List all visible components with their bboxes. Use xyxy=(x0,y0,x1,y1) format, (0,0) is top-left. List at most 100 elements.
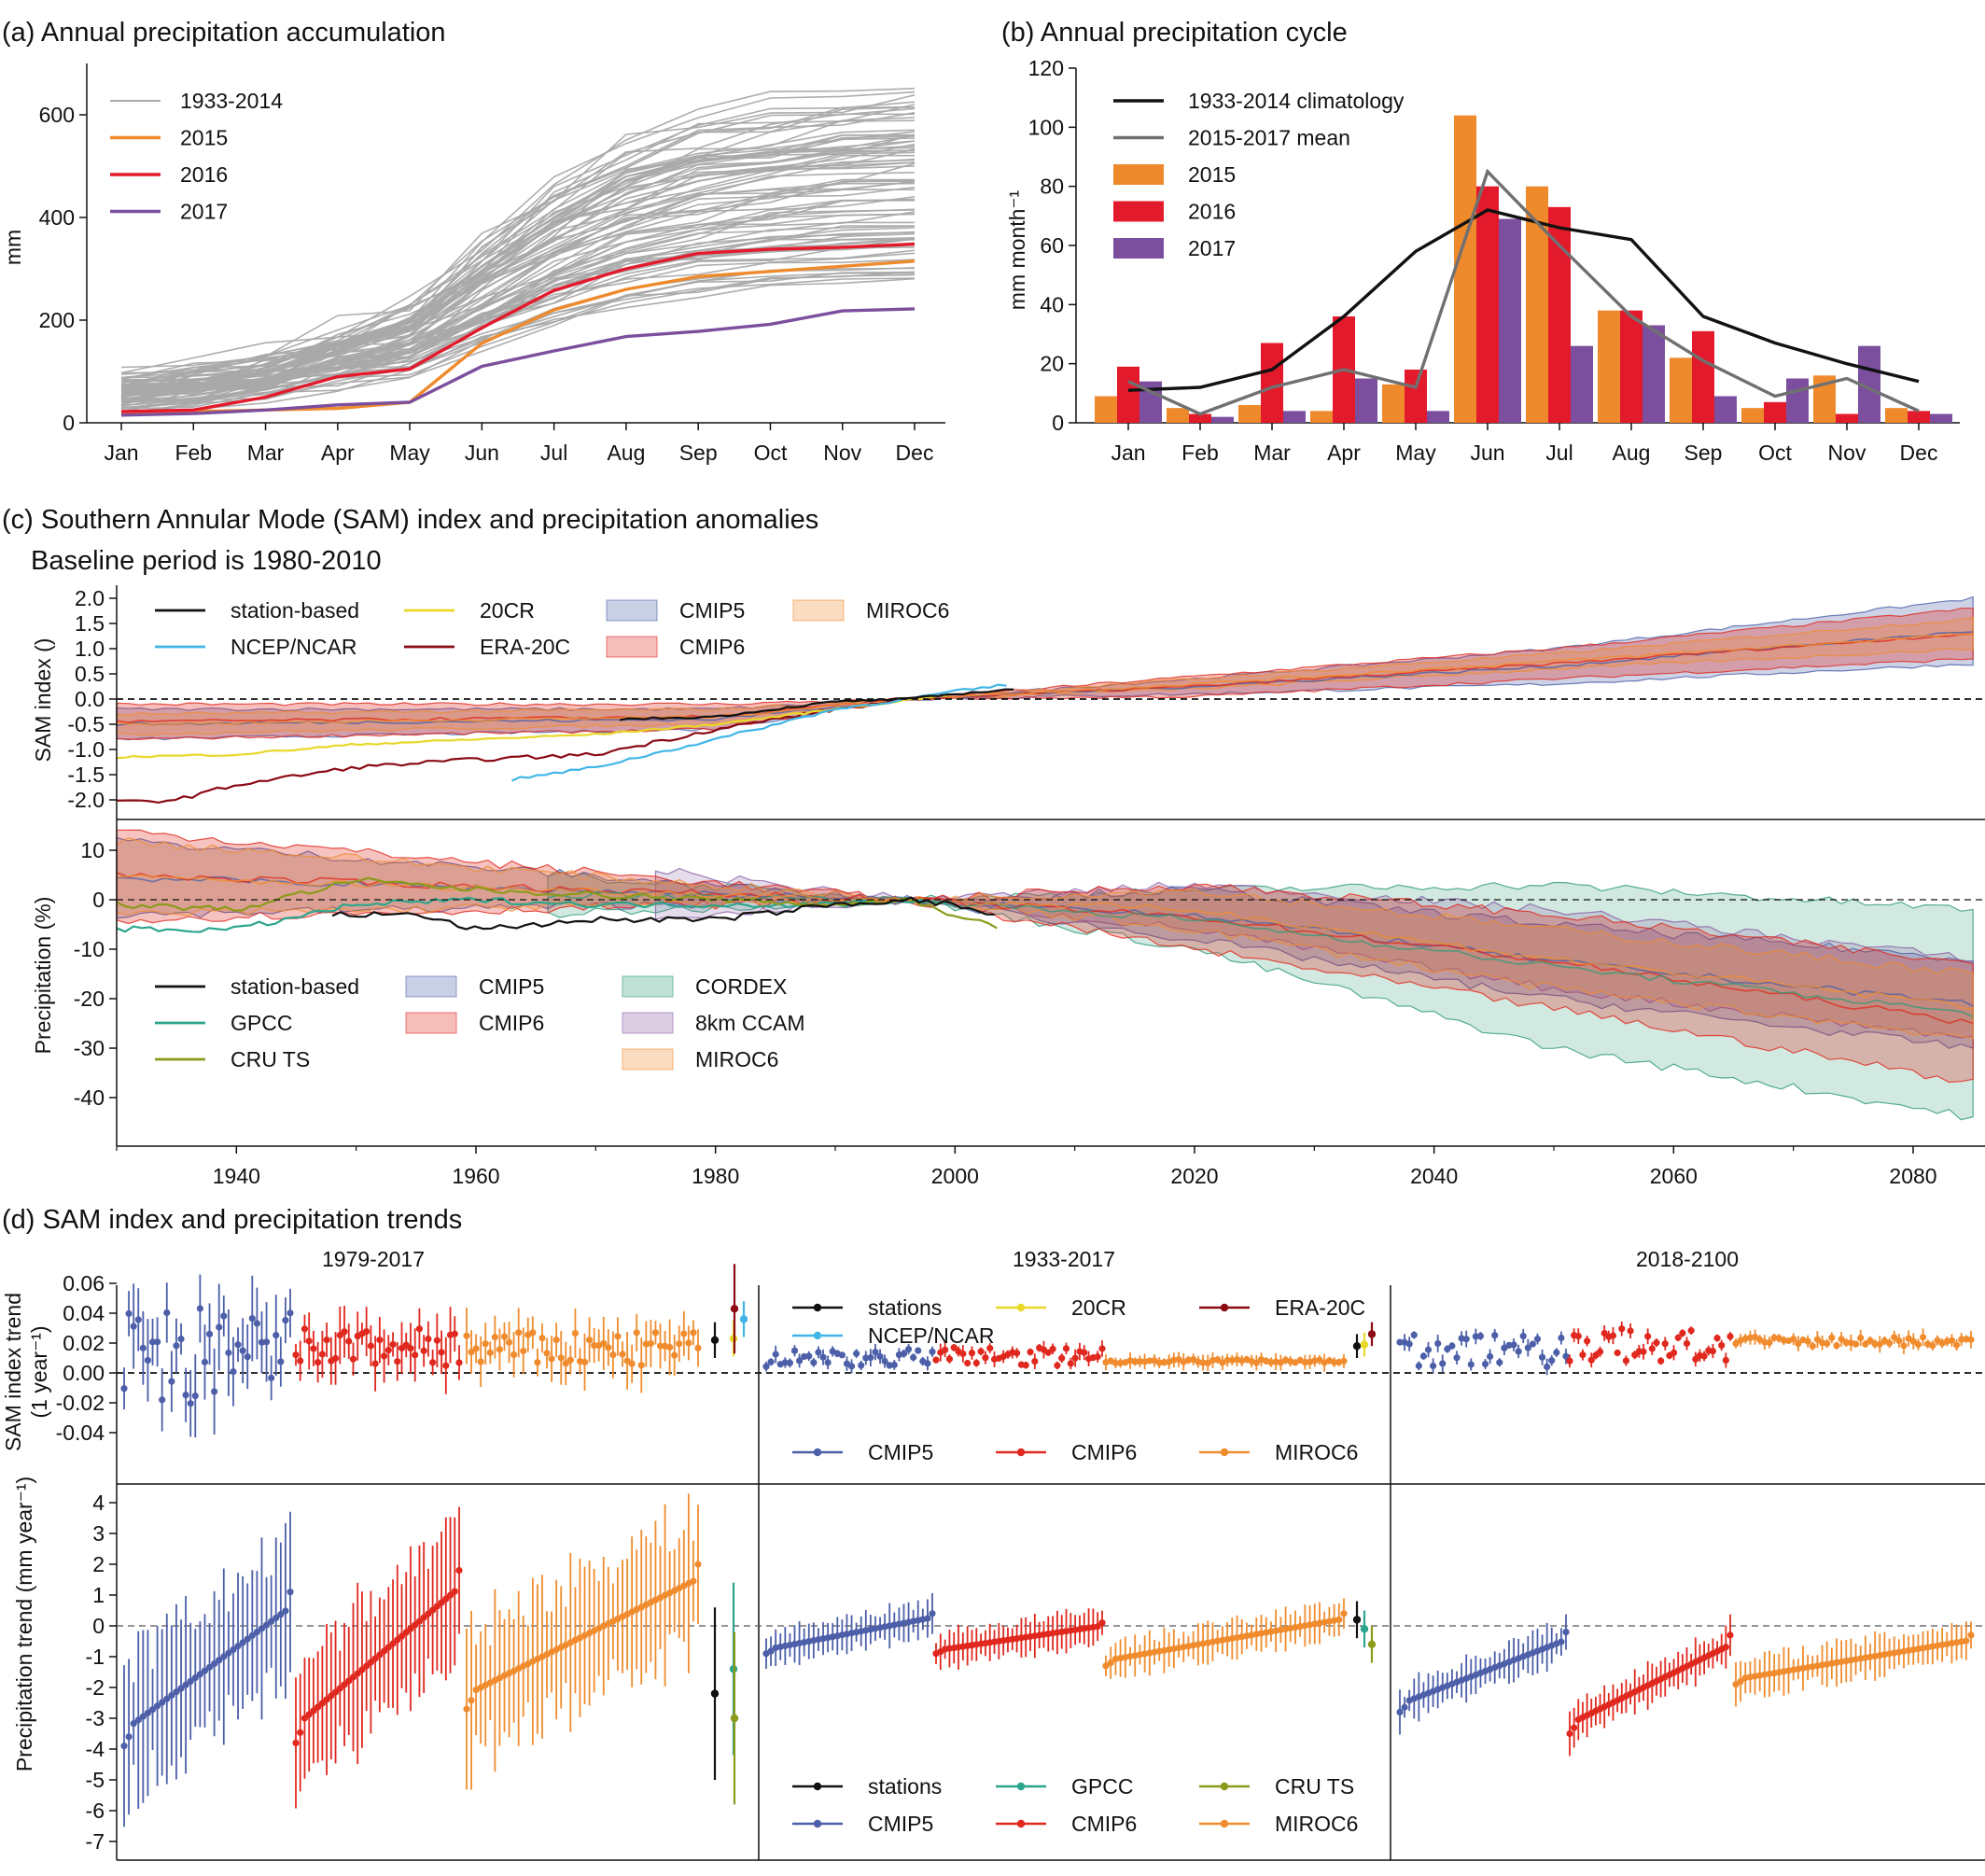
precip-trend-ytick-label: 3 xyxy=(92,1521,105,1546)
precip-trend-ytick-label: 4 xyxy=(92,1491,105,1515)
sam-trend-point-MIROC6 xyxy=(491,1334,498,1341)
precip-trend-point-CMIP5 xyxy=(929,1610,936,1617)
sam-trend-point-MIROC6 xyxy=(628,1360,636,1367)
panel-b-xtick-label: Oct xyxy=(1758,441,1792,465)
sam-trend-point-CMIP6 xyxy=(1713,1335,1721,1342)
precip-trend-point-CMIP6 xyxy=(345,1677,353,1685)
sam-trend-point-MIROC6 xyxy=(1160,1358,1168,1366)
sam-trend-point-CMIP5 xyxy=(1524,1344,1531,1351)
sam-legend-label: NCEP/NCAR xyxy=(231,635,356,659)
sam-trend-point-CMIP5 xyxy=(1533,1336,1542,1343)
precip-trend-point-CMIP6 xyxy=(402,1629,410,1636)
panel-c-xtick-label: 1980 xyxy=(692,1164,739,1188)
bar-2017-Apr xyxy=(1355,378,1377,423)
panel-c-xtick-label: 2040 xyxy=(1410,1164,1458,1188)
precip-trend-point-CMIP5 xyxy=(767,1647,775,1655)
sam-trend-point-MIROC6 xyxy=(529,1329,537,1337)
panel-b-ytick-label: 80 xyxy=(1040,175,1064,199)
sam-trend-point-CMIP6 xyxy=(1027,1348,1034,1356)
sam-trend-point-CMIP5 xyxy=(201,1358,209,1365)
legend-label: 2015 xyxy=(1188,162,1236,187)
sam-ytick-label: -1.5 xyxy=(67,763,105,787)
precip-trend-ytick-label: -6 xyxy=(86,1799,105,1823)
sam-trend-point-CMIP5 xyxy=(234,1341,242,1349)
sam-trend-point-MIROC6 xyxy=(566,1356,574,1364)
sam-trend-point-MIROC6 xyxy=(505,1338,513,1346)
sam-trend-point-MIROC6 xyxy=(671,1351,678,1359)
series-1933-2014-line xyxy=(120,179,916,397)
precip-trend-ytick-label: -7 xyxy=(86,1829,105,1854)
sam-trend-point-MIROC6 xyxy=(1111,1359,1120,1366)
sam-trend-point-CMIP6 xyxy=(1640,1348,1647,1355)
precip-trend-point-CMIP6 xyxy=(394,1636,401,1644)
bar-2017-Mar xyxy=(1283,411,1306,423)
sam-trend-point-CMIP6 xyxy=(389,1340,397,1349)
legend-label: 1933-2014 xyxy=(180,89,283,113)
sam-trend-point-CMIP6 xyxy=(305,1337,313,1345)
sam-trend-ytick-label: -0.04 xyxy=(56,1421,105,1445)
precip-trend-ytick-label: 2 xyxy=(92,1552,105,1576)
precip-trend-point-CMIP6 xyxy=(425,1610,432,1617)
sam-trend-point-CMIP6 xyxy=(977,1348,985,1355)
precip-legend-label: CORDEX xyxy=(695,974,787,999)
sam-trend-point-CMIP5 xyxy=(824,1359,832,1366)
sam-trend-point-CMIP6 xyxy=(442,1362,450,1369)
legend-label: 2016 xyxy=(180,162,228,187)
sam-trend-legend-label: ERA-20C xyxy=(1275,1295,1365,1320)
sam-ytick-label: 0.0 xyxy=(75,687,105,711)
sam-trend-point-MIROC6 xyxy=(543,1350,551,1357)
precip-trend-point-MIROC6 xyxy=(468,1697,475,1704)
precip-trend-point-CMIP6 xyxy=(380,1647,388,1655)
sam-trend-point-CMIP5 xyxy=(867,1354,874,1362)
precip-trend-legend-marker xyxy=(1220,1819,1229,1828)
sam-trend-point-stations xyxy=(1352,1342,1362,1351)
precip-trend-point-CMIP5 xyxy=(130,1720,137,1728)
sam-trend-point-CMIP5 xyxy=(187,1400,194,1407)
sam-trend-point-MIROC6 xyxy=(1891,1334,1898,1341)
precip-trend-point-CMIP5 xyxy=(220,1653,228,1660)
sam-trend-point-MIROC6 xyxy=(685,1339,692,1347)
precip-trend-ytick-label: -5 xyxy=(86,1768,105,1792)
sam-trend-point-MIROC6 xyxy=(486,1349,494,1356)
sam-trend-point-CMIP6 xyxy=(425,1336,432,1343)
precip-trend-point-MIROC6 xyxy=(1107,1659,1114,1667)
sam-trend-point-CMIP5 xyxy=(858,1362,865,1369)
sam-trend-point-MIROC6 xyxy=(1795,1340,1802,1348)
series-climatology-line xyxy=(1127,208,1920,392)
panel-a-xtick-label: Jun xyxy=(465,441,499,465)
sam-trend-point-CMIP5 xyxy=(159,1396,166,1404)
precip-trend-legend-label: stations xyxy=(868,1774,942,1799)
precip-trend-point-CMIP5 xyxy=(1401,1703,1408,1711)
sam-trend-point-CMIP6 xyxy=(1648,1345,1656,1352)
sam-trend-legend-label: MIROC6 xyxy=(1275,1440,1358,1464)
sam-trend-point-MIROC6 xyxy=(1170,1356,1178,1364)
precip-trend-legend-label: MIROC6 xyxy=(1275,1812,1358,1836)
sam-trend-legend-marker xyxy=(1220,1303,1229,1312)
precip-trend-point-CMIP5 xyxy=(248,1631,256,1639)
sam-trend-point-MIROC6 xyxy=(1155,1359,1163,1366)
sam-trend-point-CMIP5 xyxy=(1487,1352,1494,1360)
sam-trend-point-MIROC6 xyxy=(591,1341,598,1350)
series-2017-line xyxy=(120,307,916,417)
bar-2016-Mar xyxy=(1261,343,1283,423)
sam-trend-point-CMIP5 xyxy=(262,1338,271,1346)
legend-label: 2016 xyxy=(1188,200,1236,224)
precip-ytick-label: -10 xyxy=(74,937,105,961)
sam-trend-point-MIROC6 xyxy=(1199,1359,1207,1366)
sam-trend-point-CMIP5 xyxy=(819,1353,827,1361)
sam-trend-point-MIROC6 xyxy=(585,1336,594,1344)
sam-trend-point-CMIP5 xyxy=(900,1350,908,1357)
panel-b-xtick-label: Mar xyxy=(1253,441,1291,465)
sam-trend-point-MIROC6 xyxy=(472,1345,480,1352)
sam-trend-point-MIROC6 xyxy=(1766,1338,1773,1347)
precip-trend-point-CMIP6 xyxy=(297,1729,304,1736)
sam-trend-point-MIROC6 xyxy=(1967,1336,1975,1343)
sam-trend-point-CMIP6 xyxy=(1031,1357,1039,1365)
precip-legend-swatch xyxy=(622,1048,674,1071)
precip-trend-point-stations xyxy=(1352,1616,1362,1624)
precip-trend-point-MIROC6 xyxy=(1967,1631,1975,1639)
sam-trend-point-CMIP6 xyxy=(415,1325,424,1333)
sam-trend-point-CMIP5 xyxy=(915,1347,922,1354)
precip-trend-point-CMIP5 xyxy=(144,1709,152,1716)
precip-trend-point-CMIP6 xyxy=(1094,1623,1101,1631)
